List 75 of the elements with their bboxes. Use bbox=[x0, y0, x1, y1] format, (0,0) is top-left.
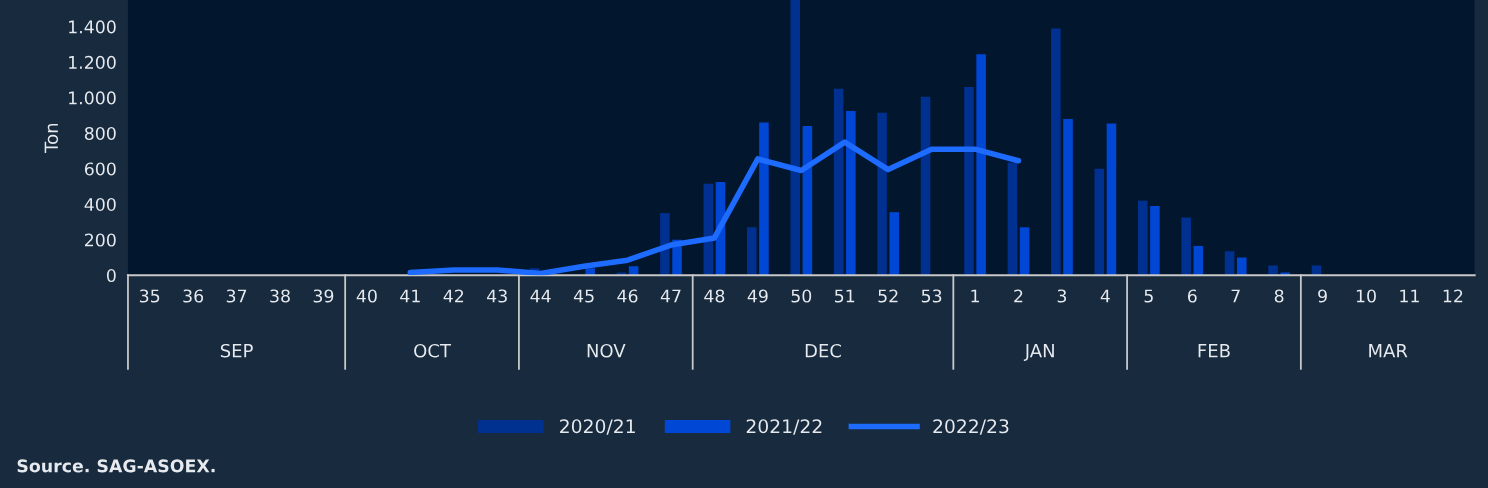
source-note: Source. SAG-ASOEX. bbox=[17, 459, 215, 473]
legend-label: 2022/23 bbox=[933, 419, 1009, 435]
y-tick-label: 800 bbox=[84, 126, 116, 141]
bar bbox=[1063, 118, 1073, 276]
legend-label: 2021/22 bbox=[746, 419, 822, 435]
bar bbox=[1007, 162, 1018, 276]
y-tick-label: 0 bbox=[106, 268, 116, 283]
legend-label: 2020/21 bbox=[560, 419, 635, 435]
x-tick-label: 44 bbox=[530, 289, 551, 303]
x-tick-label: 8 bbox=[1274, 289, 1284, 303]
y-tick-label: 400 bbox=[84, 197, 116, 212]
x-tick-label: 41 bbox=[400, 289, 420, 303]
bar bbox=[759, 122, 769, 276]
y-tick-label: 1.000 bbox=[69, 91, 116, 105]
bar bbox=[1094, 168, 1105, 276]
bar bbox=[964, 87, 974, 276]
bar bbox=[1137, 200, 1148, 276]
x-tick-label: 38 bbox=[270, 289, 290, 303]
text: SEP bbox=[220, 343, 253, 358]
bar bbox=[1106, 123, 1117, 276]
bar bbox=[790, 0, 800, 276]
x-tick-label: 39 bbox=[313, 289, 334, 303]
x-tick-label: 52 bbox=[878, 289, 898, 303]
bar bbox=[877, 112, 887, 276]
x-tick-label: 48 bbox=[704, 289, 725, 303]
x-tick-label: 35 bbox=[139, 289, 160, 303]
x-tick-label: 40 bbox=[356, 289, 377, 303]
x-tick-label: 42 bbox=[443, 289, 464, 303]
text: MAR bbox=[1369, 344, 1408, 358]
y-tick-label: 1.400 bbox=[69, 20, 116, 34]
bar bbox=[1193, 245, 1204, 276]
bar bbox=[660, 213, 670, 276]
bar bbox=[976, 54, 986, 276]
bar bbox=[1268, 265, 1278, 276]
x-tick-label: 47 bbox=[660, 289, 681, 303]
bar bbox=[833, 88, 844, 276]
x-tick-label: 51 bbox=[835, 289, 855, 303]
y-tick-label: 1.200 bbox=[69, 55, 116, 69]
bar bbox=[746, 227, 757, 276]
x-tick-label: 4 bbox=[1100, 289, 1110, 303]
x-tick-label: 6 bbox=[1187, 289, 1197, 303]
text: FEB bbox=[1198, 344, 1230, 358]
y-tick-label: 200 bbox=[84, 233, 116, 247]
x-tick-label: 36 bbox=[183, 289, 204, 303]
bar bbox=[920, 96, 931, 276]
text: NOV bbox=[587, 343, 626, 358]
x-tick-label: 50 bbox=[791, 289, 812, 303]
bar bbox=[1181, 217, 1191, 276]
x-tick-label: 49 bbox=[747, 289, 768, 303]
y-tick-label: 600 bbox=[84, 162, 116, 176]
x-tick-label: 46 bbox=[617, 289, 638, 303]
x-tick-label: 11 bbox=[1400, 289, 1419, 303]
x-tick-label: 37 bbox=[226, 289, 247, 303]
y-axis-title: Ton bbox=[44, 123, 59, 153]
text: OCT bbox=[414, 343, 452, 358]
bar bbox=[889, 212, 900, 276]
x-tick-label: 43 bbox=[487, 289, 507, 303]
x-tick-label: 45 bbox=[573, 289, 594, 303]
x-tick-label: 10 bbox=[1356, 289, 1376, 303]
bar bbox=[1019, 227, 1030, 276]
text: DEC bbox=[805, 343, 841, 358]
bar bbox=[846, 110, 856, 276]
x-tick-label: 5 bbox=[1144, 289, 1153, 303]
bar bbox=[1150, 205, 1160, 276]
x-tick-label: 1 bbox=[971, 289, 979, 303]
x-tick-label: 53 bbox=[921, 289, 942, 303]
bar bbox=[1051, 28, 1061, 276]
bar bbox=[1224, 251, 1235, 276]
text: JAN bbox=[1023, 344, 1054, 361]
x-tick-label: 2 bbox=[1014, 289, 1023, 303]
x-tick-label: 12 bbox=[1443, 289, 1463, 303]
x-tick-label: 3 bbox=[1057, 289, 1067, 303]
x-tick-label: 9 bbox=[1318, 289, 1327, 303]
bar bbox=[1236, 257, 1247, 276]
x-tick-label: 7 bbox=[1231, 289, 1240, 303]
